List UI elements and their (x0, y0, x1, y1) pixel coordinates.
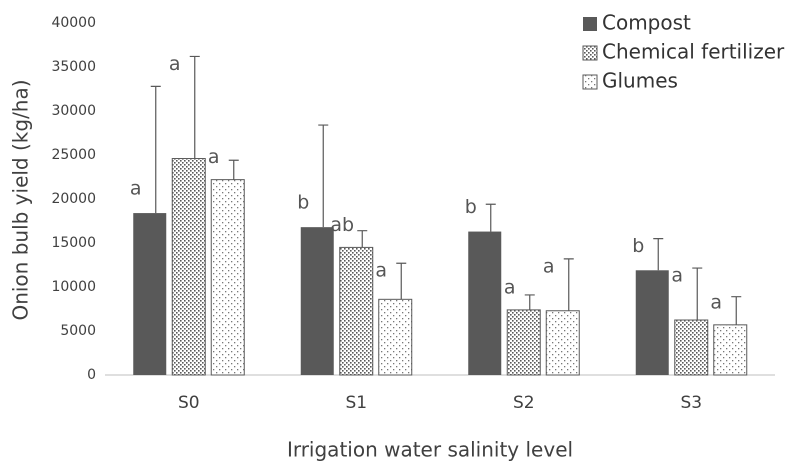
bar (339, 246, 374, 376)
significance-letter: ab (330, 214, 354, 236)
significance-letter: a (710, 291, 722, 313)
legend-label: Compost (602, 11, 691, 35)
y-tick-label: 0 (87, 367, 96, 383)
bar (674, 319, 709, 376)
error-bar (563, 258, 574, 311)
bar (635, 270, 669, 375)
bar (133, 213, 167, 375)
y-tick-label: 30000 (51, 103, 96, 119)
legend-swatch (583, 17, 597, 31)
error-bar (189, 55, 200, 159)
x-tick-label: S1 (345, 393, 367, 413)
error-bar (485, 203, 496, 232)
significance-letter: b (297, 192, 309, 214)
significance-letter: b (465, 196, 477, 218)
bar (506, 309, 541, 376)
bar (210, 179, 245, 376)
significance-letter: a (375, 260, 387, 282)
significance-letter: b (632, 235, 644, 257)
error-bar (396, 262, 407, 300)
y-tick-label: 10000 (51, 279, 96, 295)
legend-swatch (582, 74, 598, 90)
bar (171, 158, 206, 376)
y-tick-label: 20000 (51, 191, 96, 207)
x-tick-label: S2 (513, 393, 535, 413)
significance-letter: a (671, 265, 683, 287)
legend-swatch (582, 45, 598, 61)
y-tick-label: 25000 (51, 147, 96, 163)
bar (545, 310, 580, 376)
error-bar (150, 85, 161, 214)
significance-letter: a (504, 276, 516, 298)
x-axis-label: Irrigation water salinity level (287, 438, 573, 462)
error-bar (731, 296, 742, 325)
y-tick-label: 5000 (60, 323, 96, 339)
error-bar (692, 267, 703, 320)
error-bar (357, 230, 368, 248)
error-bar (318, 124, 329, 228)
significance-letter: a (130, 178, 142, 200)
legend-label: Glumes (602, 69, 678, 93)
significance-letter: a (543, 255, 555, 277)
bar (713, 324, 748, 376)
error-bar (524, 294, 535, 310)
bar (468, 231, 502, 375)
error-bar (653, 238, 664, 271)
significance-letter: a (208, 146, 220, 168)
bar (378, 298, 413, 376)
legend-label: Chemical fertilizer (602, 40, 785, 64)
x-tick-label: S3 (680, 393, 702, 413)
error-bar (228, 159, 239, 180)
y-tick-label: 40000 (51, 15, 96, 31)
y-tick-label: 35000 (51, 59, 96, 75)
y-tick-label: 15000 (51, 235, 96, 251)
y-axis-label: Onion bulb yield (kg/ha) (9, 79, 33, 320)
x-tick-label: S0 (178, 393, 200, 413)
bar (300, 227, 334, 375)
significance-letter: a (169, 53, 181, 75)
